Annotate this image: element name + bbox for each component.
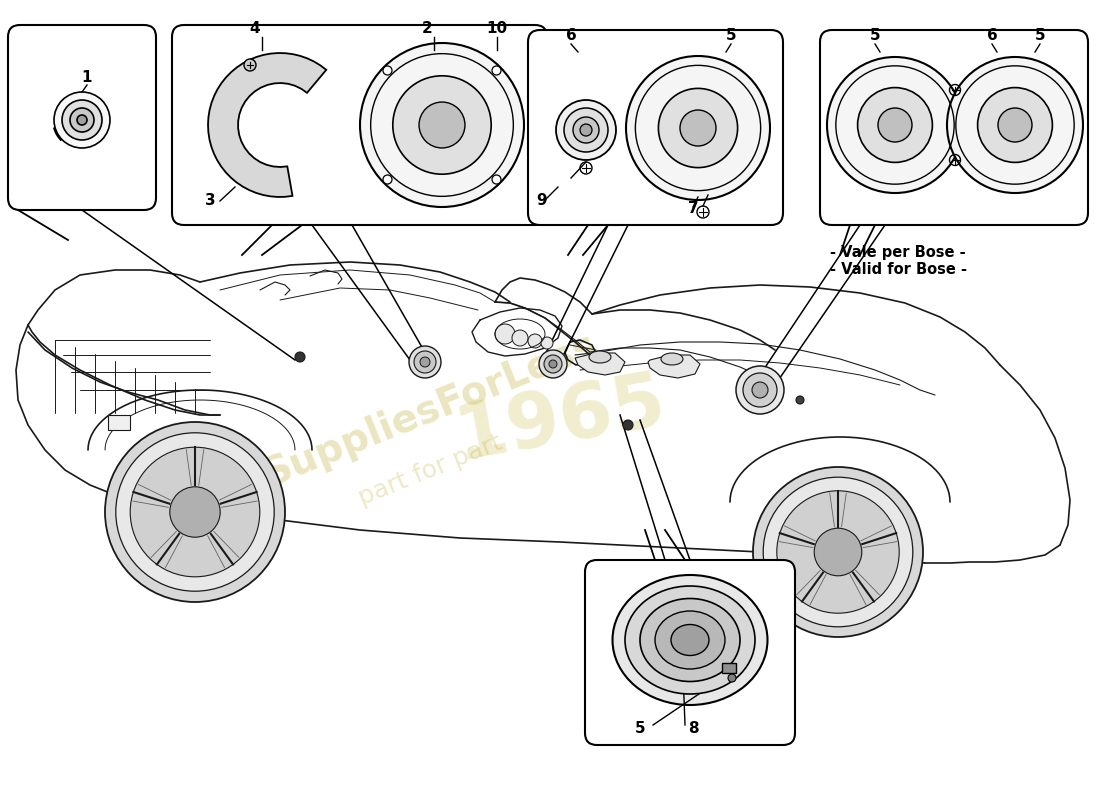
Circle shape (393, 76, 492, 174)
Ellipse shape (671, 625, 710, 655)
Text: 5: 5 (726, 28, 737, 43)
Circle shape (878, 108, 912, 142)
Text: 6: 6 (987, 28, 998, 43)
Ellipse shape (625, 586, 755, 694)
Circle shape (549, 360, 557, 368)
Text: 9: 9 (536, 193, 547, 208)
Text: 5: 5 (1035, 28, 1046, 43)
Ellipse shape (661, 353, 683, 365)
Text: SuppliesForLess: SuppliesForLess (258, 326, 602, 494)
Text: 8: 8 (688, 721, 698, 736)
Circle shape (556, 100, 616, 160)
Circle shape (360, 43, 524, 207)
Circle shape (777, 490, 899, 613)
Ellipse shape (588, 351, 610, 363)
Circle shape (244, 59, 256, 71)
Circle shape (116, 433, 274, 591)
Circle shape (130, 447, 260, 577)
Circle shape (492, 175, 500, 184)
Ellipse shape (654, 611, 725, 669)
Circle shape (947, 57, 1084, 193)
Circle shape (295, 352, 305, 362)
Polygon shape (648, 355, 700, 378)
Circle shape (742, 373, 777, 407)
Text: 5: 5 (635, 721, 646, 736)
Circle shape (419, 102, 465, 148)
Circle shape (814, 528, 861, 576)
Circle shape (754, 467, 923, 637)
Circle shape (736, 366, 784, 414)
Circle shape (998, 108, 1032, 142)
Circle shape (580, 124, 592, 136)
Circle shape (978, 88, 1053, 162)
Text: 6: 6 (566, 28, 576, 43)
Circle shape (54, 92, 110, 148)
Circle shape (564, 108, 608, 152)
Circle shape (752, 382, 768, 398)
Circle shape (414, 351, 436, 373)
Circle shape (544, 355, 562, 373)
FancyBboxPatch shape (585, 560, 795, 745)
FancyBboxPatch shape (820, 30, 1088, 225)
Circle shape (383, 175, 392, 184)
Polygon shape (208, 53, 327, 197)
Text: 7: 7 (688, 201, 698, 216)
Circle shape (383, 66, 392, 75)
Circle shape (541, 337, 553, 349)
Circle shape (680, 110, 716, 146)
Text: 1: 1 (81, 70, 92, 85)
Circle shape (626, 56, 770, 200)
Circle shape (495, 324, 515, 344)
Circle shape (70, 108, 94, 132)
Text: 2: 2 (421, 21, 432, 36)
Text: 10: 10 (486, 21, 507, 36)
Circle shape (528, 334, 542, 348)
Text: part for part: part for part (354, 430, 505, 510)
Circle shape (763, 477, 913, 627)
Circle shape (512, 330, 528, 346)
Ellipse shape (613, 575, 768, 705)
Polygon shape (575, 353, 625, 375)
Circle shape (492, 66, 500, 75)
FancyBboxPatch shape (528, 30, 783, 225)
Text: - Vale per Bose -: - Vale per Bose - (830, 245, 966, 259)
Bar (722, 663, 736, 673)
FancyBboxPatch shape (172, 25, 547, 225)
Circle shape (623, 420, 632, 430)
Circle shape (420, 357, 430, 367)
Text: 4: 4 (250, 21, 261, 36)
Circle shape (728, 674, 736, 682)
Circle shape (858, 88, 933, 162)
Circle shape (539, 350, 566, 378)
Circle shape (62, 100, 102, 140)
Circle shape (573, 117, 600, 143)
Text: - Valid for Bose -: - Valid for Bose - (830, 262, 967, 278)
Circle shape (169, 486, 220, 538)
Circle shape (77, 115, 87, 125)
Text: 5: 5 (870, 28, 881, 43)
Text: 1965: 1965 (449, 365, 671, 475)
Bar (108, 415, 130, 430)
Circle shape (796, 396, 804, 404)
Circle shape (104, 422, 285, 602)
Ellipse shape (640, 598, 740, 682)
Circle shape (409, 346, 441, 378)
Circle shape (659, 88, 738, 168)
FancyBboxPatch shape (8, 25, 156, 210)
Text: 3: 3 (205, 193, 216, 208)
Circle shape (827, 57, 962, 193)
